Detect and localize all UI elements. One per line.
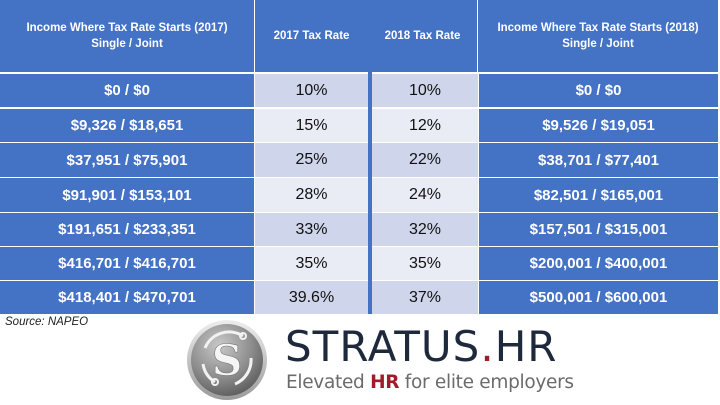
stratus-badge-icon: S <box>187 320 267 400</box>
income-2017-cell: $37,951 / $75,901 <box>0 143 254 177</box>
header-rate-2018: 2018 Tax Rate <box>368 0 477 72</box>
rate-2018-cell: 12% <box>372 109 478 142</box>
rate-2017-cell: 39.6% <box>255 281 368 314</box>
rate-2017-cell: 33% <box>255 213 368 246</box>
rate-2017-cell: 35% <box>255 247 368 280</box>
rate-2018-cell: 37% <box>372 281 478 314</box>
rate-2018-cell: 24% <box>372 178 478 212</box>
income-2017-cell: $191,651 / $233,351 <box>0 213 254 246</box>
income-2017-cell: $91,901 / $153,101 <box>0 178 254 212</box>
income-2018-cell: $500,001 / $600,001 <box>479 281 718 314</box>
rate-2017-cell: 25% <box>255 143 368 177</box>
header-income-2018: Income Where Tax Rate Starts (2018) Sing… <box>478 0 718 72</box>
brand-tagline: Elevated HR for elite employers <box>286 372 574 393</box>
rate-2017-cell: 15% <box>255 109 368 142</box>
income-2017-cell: $416,701 / $416,701 <box>0 247 254 280</box>
tax-bracket-table: Income Where Tax Rate Starts (2017) Sing… <box>0 0 720 314</box>
column-divider <box>368 72 372 314</box>
income-2018-cell: $157,501 / $315,001 <box>479 213 718 246</box>
header-rate-2017: 2017 Tax Rate <box>255 0 368 72</box>
rate-2018-cell: 35% <box>372 247 478 280</box>
rate-2018-cell: 10% <box>372 74 478 107</box>
income-2017-cell: $9,326 / $18,651 <box>0 109 254 142</box>
rate-2018-cell: 22% <box>372 143 478 177</box>
income-2018-cell: $0 / $0 <box>479 74 718 107</box>
svg-text:S: S <box>212 336 242 385</box>
income-2018-cell: $9,526 / $19,051 <box>479 109 718 142</box>
stratus-hr-logo: S STRATUS.HR Elevated HR for elite emplo… <box>185 318 574 403</box>
brand-name: STRATUS.HR <box>285 322 558 371</box>
income-2017-cell: $0 / $0 <box>0 74 254 107</box>
income-2018-cell: $82,501 / $165,001 <box>479 178 718 212</box>
source-note: Source: NAPEO <box>5 316 89 328</box>
rate-2017-cell: 10% <box>255 74 368 107</box>
income-2017-cell: $418,401 / $470,701 <box>0 281 254 314</box>
income-2018-cell: $38,701 / $77,401 <box>479 143 718 177</box>
rate-2018-cell: 32% <box>372 213 478 246</box>
rate-2017-cell: 28% <box>255 178 368 212</box>
income-2018-cell: $200,001 / $400,001 <box>479 247 718 280</box>
header-income-2017: Income Where Tax Rate Starts (2017) Sing… <box>0 0 254 72</box>
